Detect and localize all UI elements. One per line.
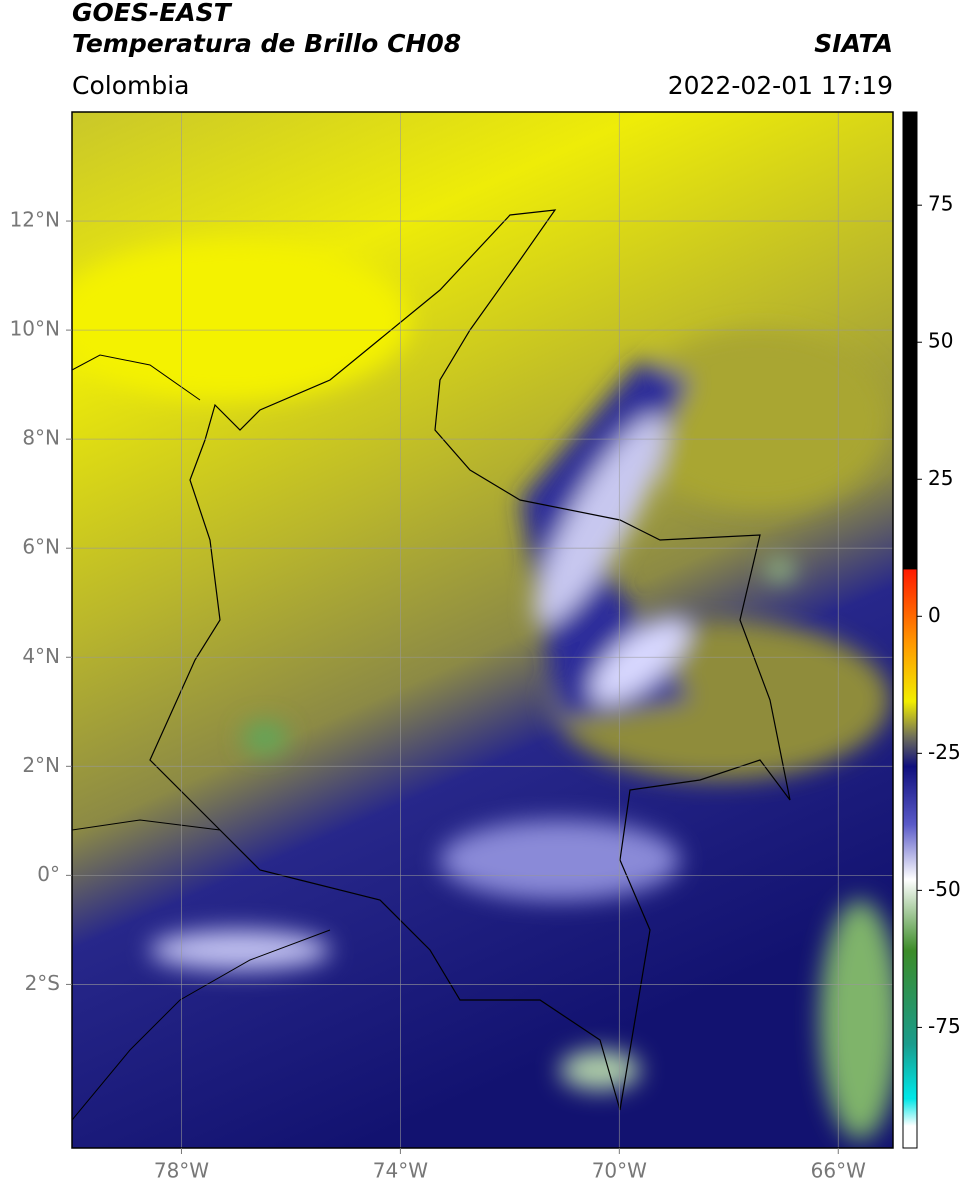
- colorbar-tick-label: 25: [928, 466, 953, 490]
- colorbar-tick-label: -50: [928, 877, 961, 901]
- y-tick-label: 12°N: [10, 208, 60, 232]
- x-tick-label: 70°W: [592, 1159, 647, 1183]
- y-tick-label: 10°N: [10, 317, 60, 341]
- colorbar-tick-label: 50: [928, 329, 953, 353]
- graticule: [72, 112, 893, 1148]
- colorbar-tick-label: 75: [928, 192, 953, 216]
- satellite-image: [72, 112, 893, 1148]
- y-tick-label: 4°N: [22, 644, 60, 668]
- colorbar: [902, 111, 918, 1149]
- y-tick-label: 2°N: [22, 753, 60, 777]
- y-tick-label: 2°S: [25, 971, 60, 995]
- title: GOES-EAST: [72, 0, 233, 27]
- x-tick-label: 66°W: [811, 1159, 866, 1183]
- map-frame: [71, 111, 894, 1149]
- subtitle: Temperatura de Brillo CH08: [72, 29, 461, 58]
- country-border: [149, 209, 791, 1111]
- cloud-features: [72, 240, 893, 1140]
- timestamp: 2022-02-01 17:19: [668, 71, 893, 100]
- colorbar-tick-label: -75: [928, 1014, 961, 1038]
- y-tick-label: 0°: [37, 862, 60, 886]
- source: SIATA: [814, 29, 893, 58]
- y-tick-label: 6°N: [22, 535, 60, 559]
- x-tick-label: 78°W: [154, 1159, 209, 1183]
- coastline: [72, 354, 331, 1121]
- x-tick-label: 74°W: [373, 1159, 428, 1183]
- colorbar-tick-label: 0: [928, 603, 941, 627]
- region: Colombia: [72, 71, 189, 100]
- colorbar-tick-label: -25: [928, 740, 961, 764]
- y-tick-label: 8°N: [22, 426, 60, 450]
